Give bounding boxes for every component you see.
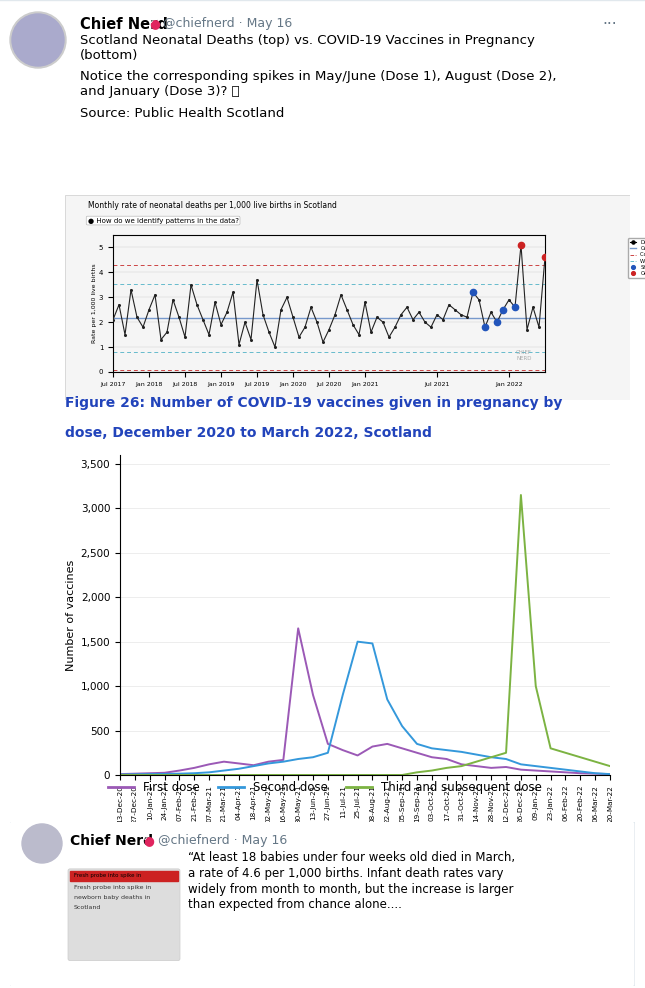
Text: Chief Nerd: Chief Nerd: [70, 834, 153, 848]
Text: (bottom): (bottom): [80, 49, 139, 62]
Text: Scotland Neonatal Deaths (top) vs. COVID-19 Vaccines in Pregnancy: Scotland Neonatal Deaths (top) vs. COVID…: [80, 34, 535, 47]
Text: ●: ●: [143, 834, 154, 847]
Text: Scotland: Scotland: [74, 905, 101, 910]
Text: ● How do we identify patterns in the data?: ● How do we identify patterns in the dat…: [88, 217, 239, 223]
Text: Monthly rate of neonatal deaths per 1,000 live births in Scotland: Monthly rate of neonatal deaths per 1,00…: [88, 202, 337, 210]
Text: Source: Public Health Scotland: Source: Public Health Scotland: [80, 107, 284, 120]
Y-axis label: Number of vaccines: Number of vaccines: [66, 559, 77, 671]
Text: ●: ●: [149, 17, 160, 30]
Text: Figure 26: Number of COVID-19 vaccines given in pregnancy by: Figure 26: Number of COVID-19 vaccines g…: [65, 396, 562, 410]
Circle shape: [10, 12, 66, 68]
Text: “At least 18 babies under four weeks old died in March,: “At least 18 babies under four weeks old…: [188, 852, 515, 864]
FancyBboxPatch shape: [68, 868, 180, 960]
Text: dose, December 2020 to March 2022, Scotland: dose, December 2020 to March 2022, Scotl…: [65, 426, 432, 441]
Text: widely from month to month, but the increase is larger: widely from month to month, but the incr…: [188, 882, 513, 895]
Text: than expected from chance alone....: than expected from chance alone....: [188, 898, 402, 911]
FancyBboxPatch shape: [9, 821, 635, 987]
Text: a rate of 4.6 per 1,000 births. Infant death rates vary: a rate of 4.6 per 1,000 births. Infant d…: [188, 866, 504, 880]
Text: and January (Dose 3)? 🤔: and January (Dose 3)? 🤔: [80, 85, 240, 98]
Text: ···: ···: [602, 17, 617, 32]
Text: Fresh probe into spike in: Fresh probe into spike in: [74, 873, 141, 878]
Text: CHIEF
NERD: CHIEF NERD: [516, 350, 532, 361]
Y-axis label: Rate per 1,000 live births: Rate per 1,000 live births: [92, 264, 97, 343]
Text: @chiefnerd · May 16: @chiefnerd · May 16: [158, 834, 287, 847]
X-axis label: Week ending: Week ending: [326, 829, 403, 842]
Legend: Data, Centreline, Control limits, Warning limits, Shifts, Outliers: Data, Centreline, Control limits, Warnin…: [628, 238, 645, 279]
Text: @chiefnerd · May 16: @chiefnerd · May 16: [163, 17, 292, 30]
Text: newborn baby deaths in: newborn baby deaths in: [74, 895, 150, 900]
Text: ✓: ✓: [143, 834, 150, 843]
Text: Fresh probe into spike in: Fresh probe into spike in: [74, 885, 151, 890]
Circle shape: [12, 14, 64, 66]
Legend: First dose, Second dose, Third and subsequent dose: First dose, Second dose, Third and subse…: [103, 777, 547, 798]
Circle shape: [22, 824, 62, 863]
Text: Notice the corresponding spikes in May/June (Dose 1), August (Dose 2),: Notice the corresponding spikes in May/J…: [80, 70, 557, 83]
FancyBboxPatch shape: [65, 195, 630, 400]
Text: Chief Nerd: Chief Nerd: [80, 17, 168, 32]
Text: ✓: ✓: [149, 17, 156, 26]
Bar: [70, 870, 178, 880]
